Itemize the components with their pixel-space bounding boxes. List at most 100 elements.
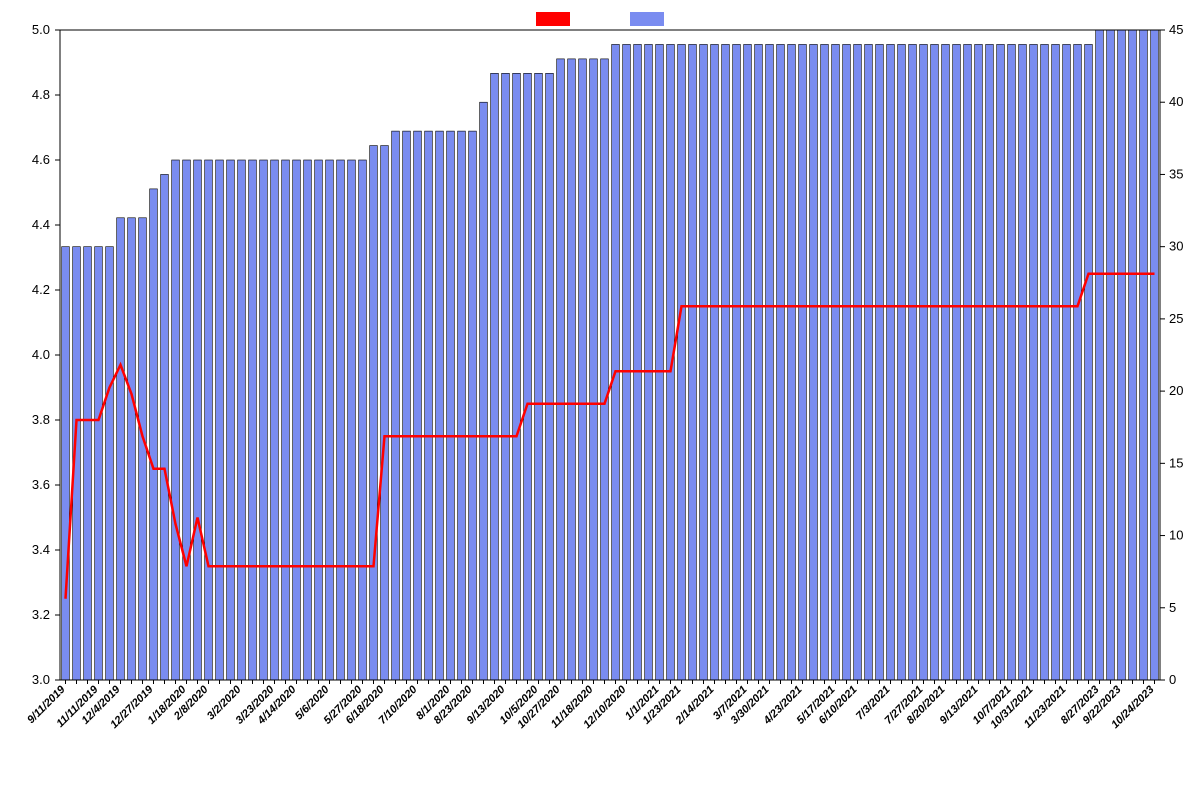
bar — [766, 44, 774, 680]
y-left-tick: 4.8 — [32, 87, 50, 102]
y-right-tick: 20 — [1169, 383, 1183, 398]
y-left-tick: 4.0 — [32, 347, 50, 362]
bar — [161, 174, 169, 680]
bar — [821, 44, 829, 680]
bar — [854, 44, 862, 680]
bar — [920, 44, 928, 680]
bar — [865, 44, 873, 680]
y-right-tick: 0 — [1169, 672, 1176, 687]
y-left-tick: 4.2 — [32, 282, 50, 297]
bar — [260, 160, 268, 680]
legend-swatch — [536, 12, 570, 26]
bar — [216, 160, 224, 680]
bar — [370, 146, 378, 680]
bar — [535, 73, 543, 680]
bar — [887, 44, 895, 680]
bar — [733, 44, 741, 680]
bar — [546, 73, 554, 680]
bar — [502, 73, 510, 680]
bar — [876, 44, 884, 680]
y-left-tick: 4.6 — [32, 152, 50, 167]
bar — [623, 44, 631, 680]
y-left-tick: 3.2 — [32, 607, 50, 622]
bar — [513, 73, 521, 680]
y-right-tick: 45 — [1169, 22, 1183, 37]
bar — [106, 247, 114, 680]
bar — [612, 44, 620, 680]
bar — [1085, 44, 1093, 680]
bar — [183, 160, 191, 680]
bar — [810, 44, 818, 680]
bar — [898, 44, 906, 680]
bar — [1063, 44, 1071, 680]
bar — [931, 44, 939, 680]
bar — [381, 146, 389, 680]
y-right-tick: 30 — [1169, 239, 1183, 254]
bar — [480, 102, 488, 680]
bar — [227, 160, 235, 680]
combo-chart: 3.03.23.43.63.84.04.24.44.64.85.00510152… — [0, 0, 1200, 800]
y-left-tick: 3.4 — [32, 542, 50, 557]
bar — [414, 131, 422, 680]
bar — [425, 131, 433, 680]
y-right-tick: 40 — [1169, 94, 1183, 109]
bar — [656, 44, 664, 680]
bar — [722, 44, 730, 680]
bar — [678, 44, 686, 680]
bar — [249, 160, 257, 680]
bar — [1096, 30, 1104, 680]
bar — [788, 44, 796, 680]
y-left-tick: 3.0 — [32, 672, 50, 687]
bar — [139, 218, 147, 680]
bar — [117, 218, 125, 680]
bar — [645, 44, 653, 680]
y-right-tick: 10 — [1169, 528, 1183, 543]
bar — [557, 59, 565, 680]
bar — [62, 247, 70, 680]
bar — [964, 44, 972, 680]
bar — [326, 160, 334, 680]
bar — [997, 44, 1005, 680]
bar — [1118, 30, 1126, 680]
bar — [447, 131, 455, 680]
bar — [337, 160, 345, 680]
bar — [359, 160, 367, 680]
bar — [205, 160, 213, 680]
bar — [150, 189, 158, 680]
y-left-tick: 4.4 — [32, 217, 50, 232]
bar — [491, 73, 499, 680]
bar — [1107, 30, 1115, 680]
bar — [1140, 30, 1148, 680]
y-right-tick: 35 — [1169, 166, 1183, 181]
bar — [909, 44, 917, 680]
y-left-tick: 5.0 — [32, 22, 50, 37]
bar — [711, 44, 719, 680]
bar — [1129, 30, 1137, 680]
bar — [282, 160, 290, 680]
bar — [777, 44, 785, 680]
bar — [1008, 44, 1016, 680]
bar — [271, 160, 279, 680]
bar — [744, 44, 752, 680]
bar — [953, 44, 961, 680]
bar — [436, 131, 444, 680]
bar — [194, 160, 202, 680]
bar — [689, 44, 697, 680]
bar — [95, 247, 103, 680]
bar — [1030, 44, 1038, 680]
bar — [1041, 44, 1049, 680]
bar — [84, 247, 92, 680]
bar — [304, 160, 312, 680]
y-left-tick: 3.8 — [32, 412, 50, 427]
bar — [601, 59, 609, 680]
bar — [799, 44, 807, 680]
bar — [348, 160, 356, 680]
bar — [128, 218, 136, 680]
bar — [315, 160, 323, 680]
bar — [568, 59, 576, 680]
bar — [1074, 44, 1082, 680]
bar — [172, 160, 180, 680]
bar — [986, 44, 994, 680]
bar — [975, 44, 983, 680]
bar — [293, 160, 301, 680]
